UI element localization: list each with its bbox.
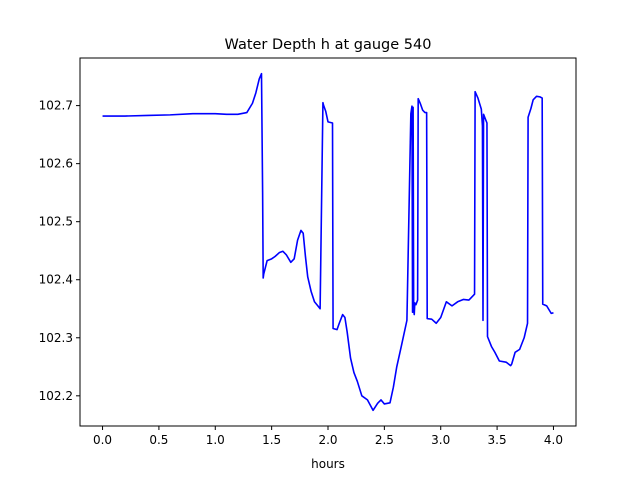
x-tick-label: 3.0 [431, 433, 450, 447]
x-tick-label: 0.0 [93, 433, 112, 447]
x-tick-label: 3.5 [488, 433, 507, 447]
x-tick-label: 2.0 [318, 433, 337, 447]
y-tick-label: 102.6 [39, 157, 73, 171]
y-tick-label: 102.3 [39, 331, 73, 345]
series-line [102, 72, 554, 412]
y-tick-label: 102.2 [39, 389, 73, 403]
plot-area [102, 72, 554, 412]
x-tick-label: 2.5 [375, 433, 394, 447]
x-tick-label: 0.5 [149, 433, 168, 447]
y-tick-label: 102.5 [39, 215, 73, 229]
x-axis: 0.0 0.5 1.0 1.5 2.0 2.5 3.0 3.5 4.0 [93, 426, 563, 447]
x-tick-label: 1.0 [206, 433, 225, 447]
x-axis-label: hours [311, 457, 345, 471]
y-tick-label: 102.4 [39, 273, 73, 287]
x-tick-label: 1.5 [262, 433, 281, 447]
y-axis: 102.2 102.3 102.4 102.5 102.6 102.7 [39, 99, 80, 403]
y-tick-label: 102.7 [39, 99, 73, 113]
chart-title: Water Depth h at gauge 540 [225, 37, 432, 53]
x-tick-label: 4.0 [544, 433, 563, 447]
